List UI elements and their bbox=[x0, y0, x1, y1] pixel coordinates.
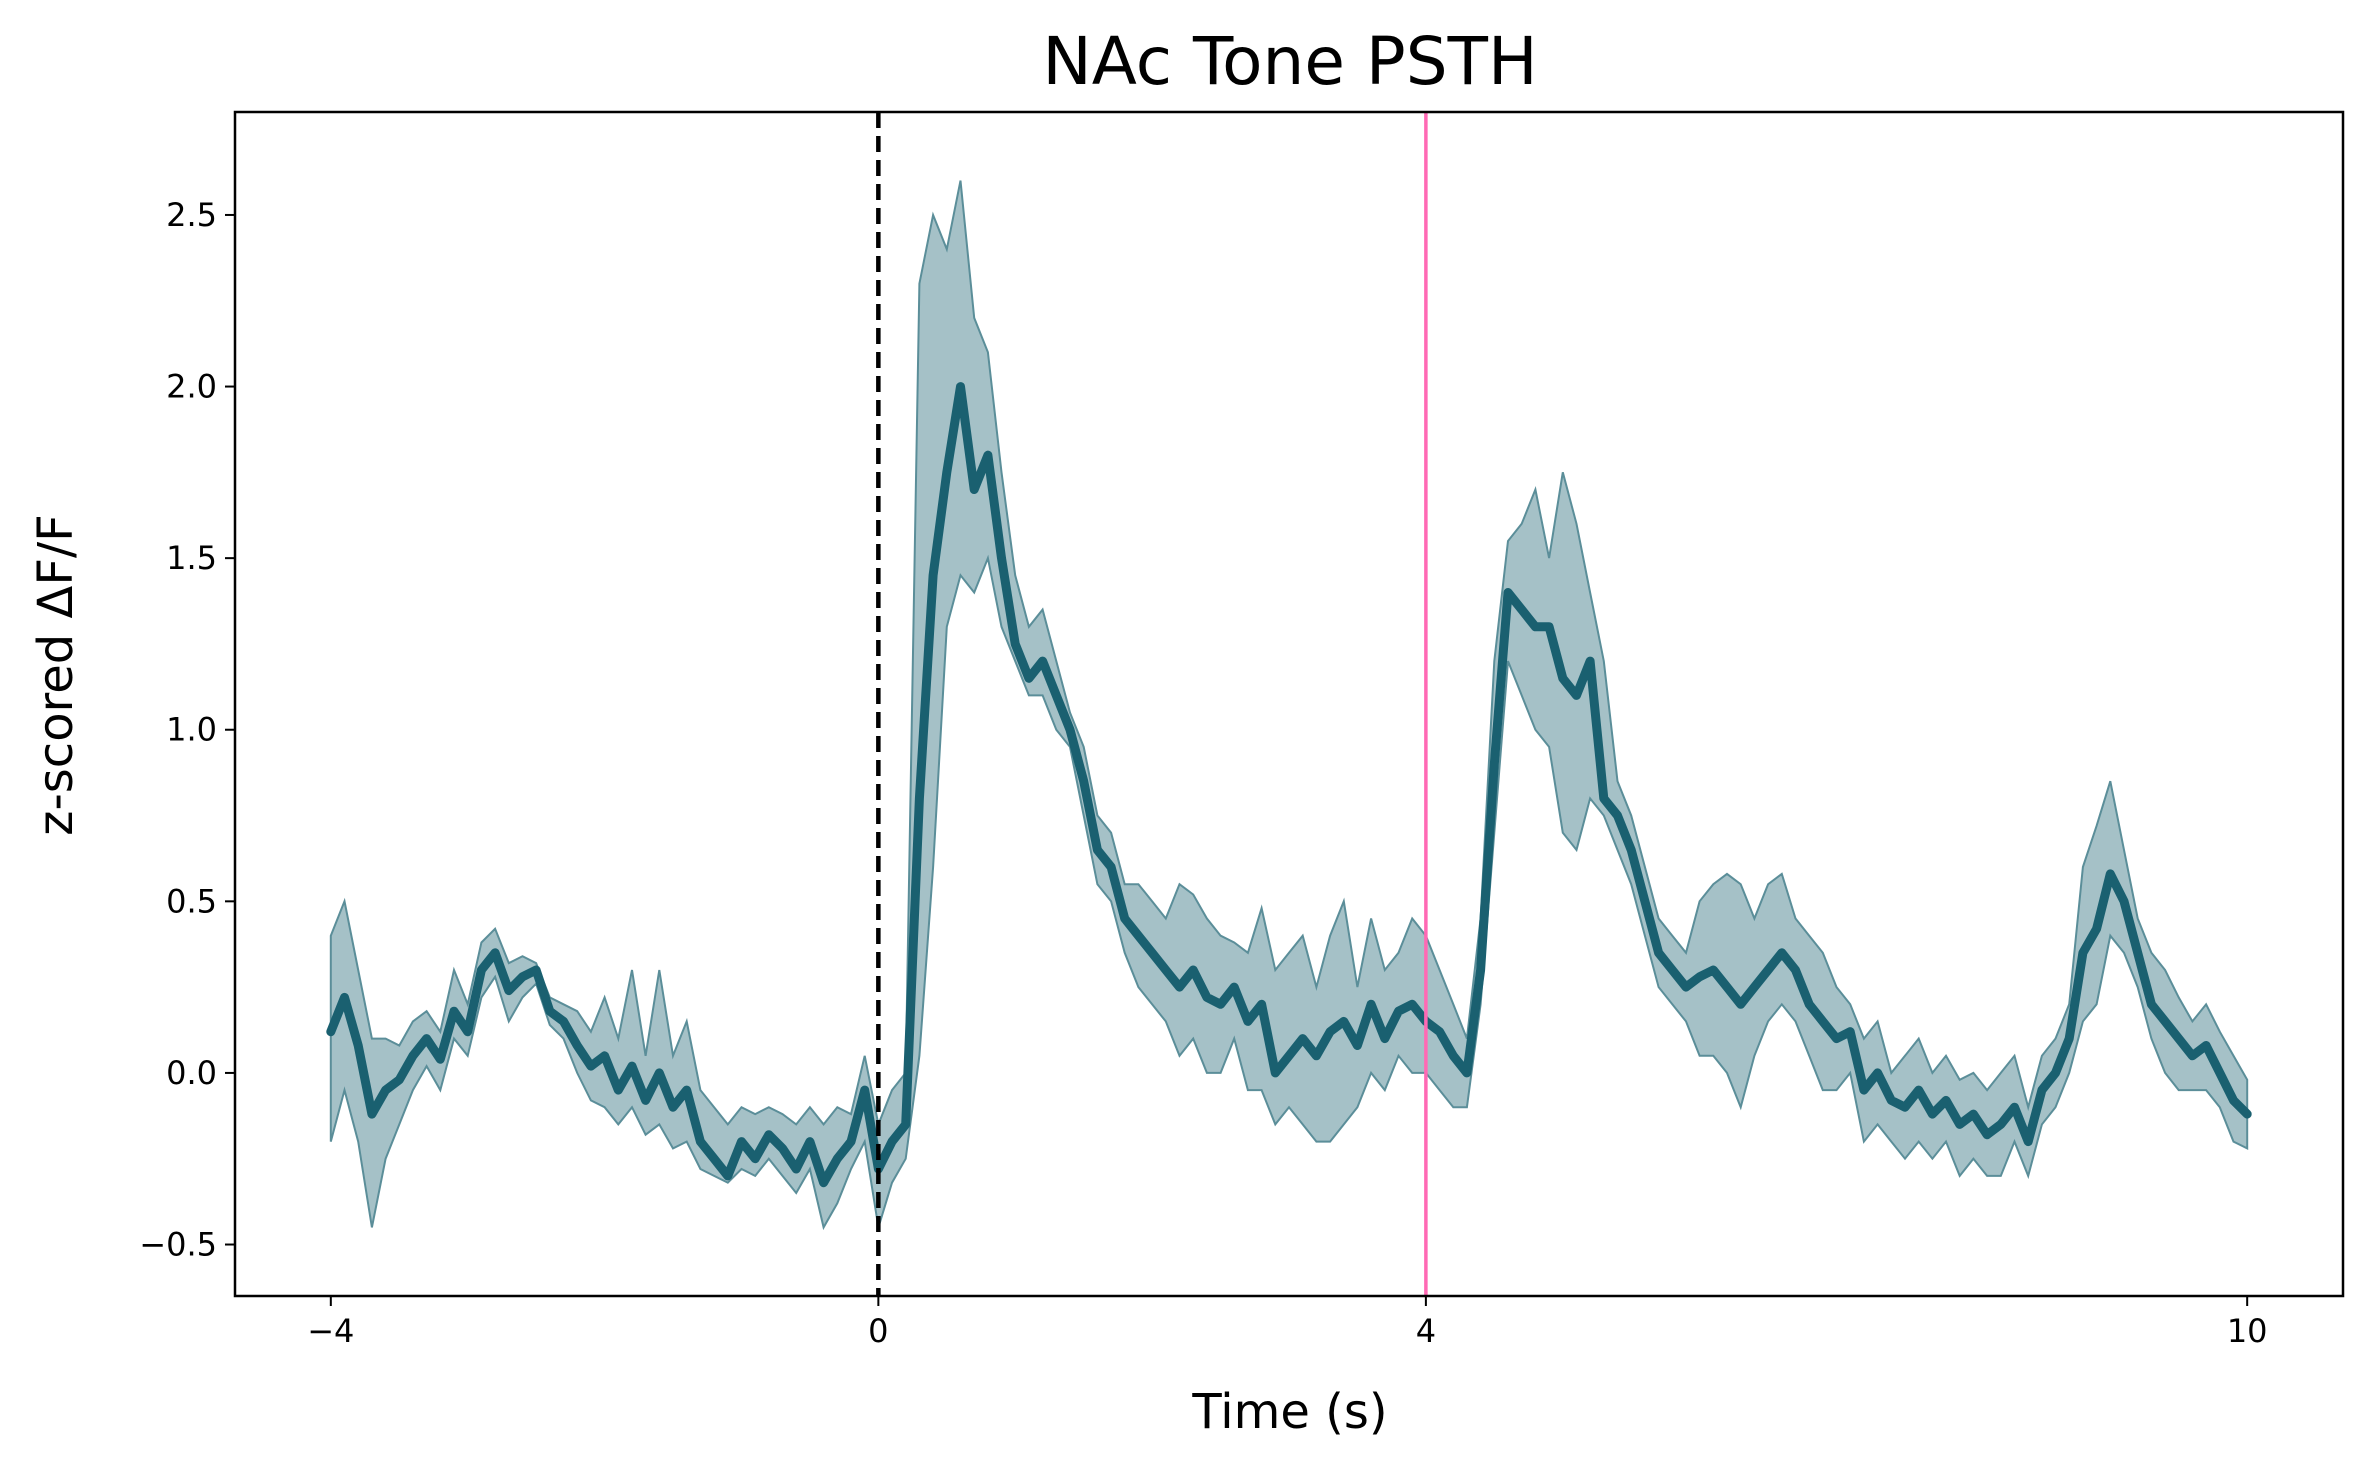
x-tick-label: 0 bbox=[868, 1312, 888, 1350]
y-tick-label: 0.0 bbox=[166, 1054, 217, 1092]
y-tick-label: 2.0 bbox=[166, 368, 217, 406]
y-tick-label: 2.5 bbox=[166, 196, 217, 234]
axes: −4 0 4 10 −0.5 0.0 0.5 1.0 1.5 2.0 2.5 bbox=[139, 110, 2345, 1350]
x-tick-label: 10 bbox=[2227, 1312, 2268, 1350]
x-tick-label: 4 bbox=[1416, 1312, 1436, 1350]
plot-content bbox=[326, 112, 2252, 1296]
y-tick-label: −0.5 bbox=[139, 1226, 217, 1264]
x-axis-label: Time (s) bbox=[1191, 1384, 1387, 1440]
plot-area bbox=[326, 112, 2252, 1296]
y-tick-label: 0.5 bbox=[166, 882, 217, 920]
y-tick-label: 1.5 bbox=[166, 539, 217, 577]
y-tick-label: 1.0 bbox=[166, 711, 217, 749]
chart-title: NAc Tone PSTH bbox=[1042, 23, 1537, 100]
axes-frame bbox=[233, 110, 2345, 1298]
y-axis-label: z-scored ΔF/F bbox=[28, 514, 84, 835]
x-tick-label: −4 bbox=[307, 1312, 354, 1350]
mean-line-0 bbox=[326, 382, 2252, 1188]
